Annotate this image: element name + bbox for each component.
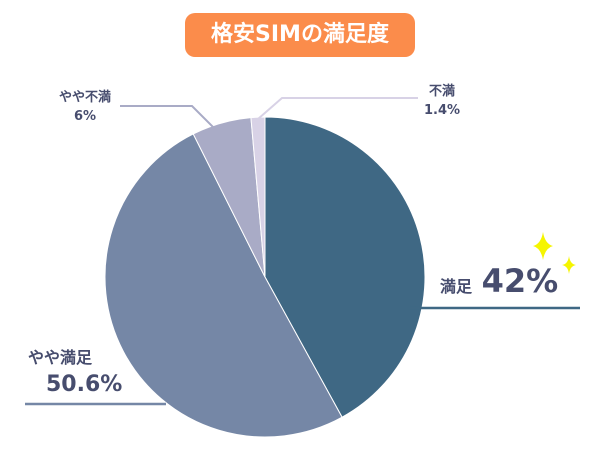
label-text: やや不満 (58, 90, 111, 105)
slice-label-manzoku: 満足 42% (440, 262, 558, 300)
chart-title: 格安SIMの満足度 (185, 13, 415, 57)
pie-slice-0 (264, 116, 426, 418)
label-text: やや満足 (28, 348, 93, 367)
pie-slice-1 (104, 133, 343, 438)
slice-label-yaya-manzoku: やや満足 50.6% (28, 344, 122, 397)
slice-label-fuman: 不満 1.4% (420, 80, 464, 118)
pie-slice-3 (250, 116, 266, 278)
sparkle-icon (533, 232, 553, 260)
leader-line-yaya-fuman (120, 105, 215, 129)
value-text: 1.4% (423, 103, 461, 118)
value-text: 50.6% (46, 372, 123, 397)
sparkle-icon (562, 256, 576, 274)
label-text: 不満 (428, 84, 455, 99)
leader-line-fuman (257, 97, 418, 120)
value-text: 42% (481, 262, 559, 300)
label-text: 満足 (440, 277, 473, 296)
value-text: 6% (73, 109, 97, 124)
slice-label-yaya-fuman: やや不満 6% (50, 86, 120, 124)
